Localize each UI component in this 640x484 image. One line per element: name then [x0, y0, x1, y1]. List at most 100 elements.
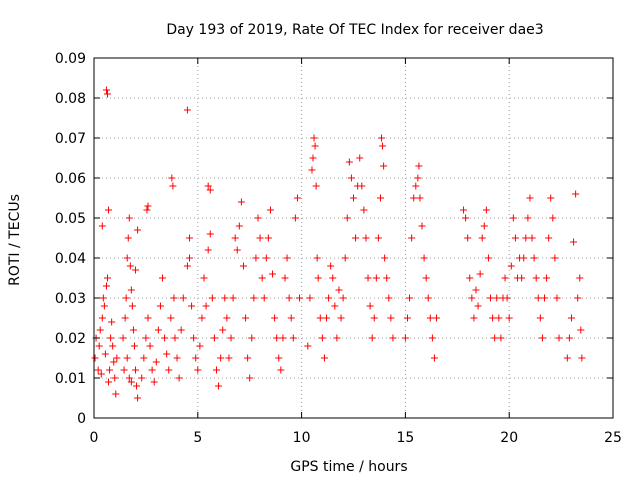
data-point [577, 326, 585, 334]
data-point [511, 234, 519, 242]
data-point [173, 354, 181, 362]
data-point [258, 274, 266, 282]
data-point [567, 314, 575, 322]
data-point [148, 366, 156, 374]
data-point [192, 354, 200, 362]
data-point [291, 214, 299, 222]
y-tick-label: 0.06 [55, 171, 86, 187]
data-point [501, 274, 509, 282]
data-point [356, 154, 364, 162]
data-point [212, 366, 220, 374]
data-point [426, 314, 434, 322]
data-point [204, 246, 212, 254]
data-point [495, 314, 503, 322]
data-point [275, 354, 283, 362]
data-point [415, 162, 423, 170]
data-point [466, 274, 474, 282]
data-point [125, 374, 133, 382]
data-point [358, 182, 366, 190]
data-point [460, 206, 468, 214]
data-point [524, 214, 532, 222]
data-point [470, 314, 478, 322]
data-point [370, 314, 378, 322]
data-point [424, 294, 432, 302]
data-point [526, 194, 534, 202]
data-point [306, 294, 314, 302]
data-point [341, 254, 349, 262]
data-point [464, 234, 472, 242]
data-point [489, 314, 497, 322]
data-point [183, 262, 191, 270]
data-point [219, 326, 227, 334]
data-point [125, 214, 133, 222]
data-point [337, 314, 345, 322]
data-point [167, 314, 175, 322]
data-point [418, 222, 426, 230]
data-point [132, 366, 140, 374]
data-point [378, 134, 386, 142]
data-point [103, 90, 111, 98]
data-point [522, 234, 530, 242]
data-point [150, 378, 158, 386]
data-point [126, 262, 134, 270]
data-point [374, 234, 382, 242]
data-point [101, 350, 109, 358]
data-point [217, 354, 225, 362]
x-tick-label: 20 [500, 430, 518, 446]
data-point [509, 214, 517, 222]
data-point [239, 262, 247, 270]
data-point [206, 186, 214, 194]
data-point [112, 390, 120, 398]
data-point [313, 254, 321, 262]
data-point [235, 222, 243, 230]
data-point [271, 314, 279, 322]
data-point [170, 294, 178, 302]
scatter-series [91, 86, 586, 402]
x-tick-label: 5 [193, 430, 202, 446]
data-point [105, 378, 113, 386]
data-point [250, 294, 258, 302]
data-point [408, 234, 416, 242]
x-axis-label: GPS time / hours [290, 459, 407, 475]
data-point [119, 334, 127, 342]
data-point [154, 326, 162, 334]
y-tick-label: 0.02 [55, 331, 86, 347]
data-point [102, 86, 110, 94]
data-point [128, 302, 136, 310]
y-tick-label: 0.07 [55, 131, 86, 147]
data-point [289, 334, 297, 342]
data-point [198, 314, 206, 322]
data-point [113, 354, 121, 362]
data-point [237, 198, 245, 206]
data-point [360, 206, 368, 214]
data-point [223, 314, 231, 322]
data-point [368, 334, 376, 342]
data-point [190, 334, 198, 342]
data-point [156, 302, 164, 310]
data-point [106, 366, 114, 374]
data-point [296, 294, 304, 302]
data-point [168, 174, 176, 182]
data-point [320, 354, 328, 362]
data-point [252, 254, 260, 262]
data-point [260, 294, 268, 302]
data-point [287, 314, 295, 322]
data-point [140, 354, 148, 362]
data-point [311, 142, 319, 150]
data-point [376, 194, 384, 202]
data-point [416, 194, 424, 202]
data-point [462, 214, 470, 222]
data-point [202, 302, 210, 310]
data-point [401, 334, 409, 342]
data-point [555, 334, 563, 342]
chart-title: Day 193 of 2019, Rate Of TEC Index for r… [166, 22, 543, 38]
data-point [159, 274, 167, 282]
data-point [124, 234, 132, 242]
data-point [540, 294, 548, 302]
data-point [372, 274, 380, 282]
data-point [177, 326, 185, 334]
y-tick-label: 0.04 [55, 251, 86, 267]
data-point [227, 334, 235, 342]
data-point [143, 206, 151, 214]
